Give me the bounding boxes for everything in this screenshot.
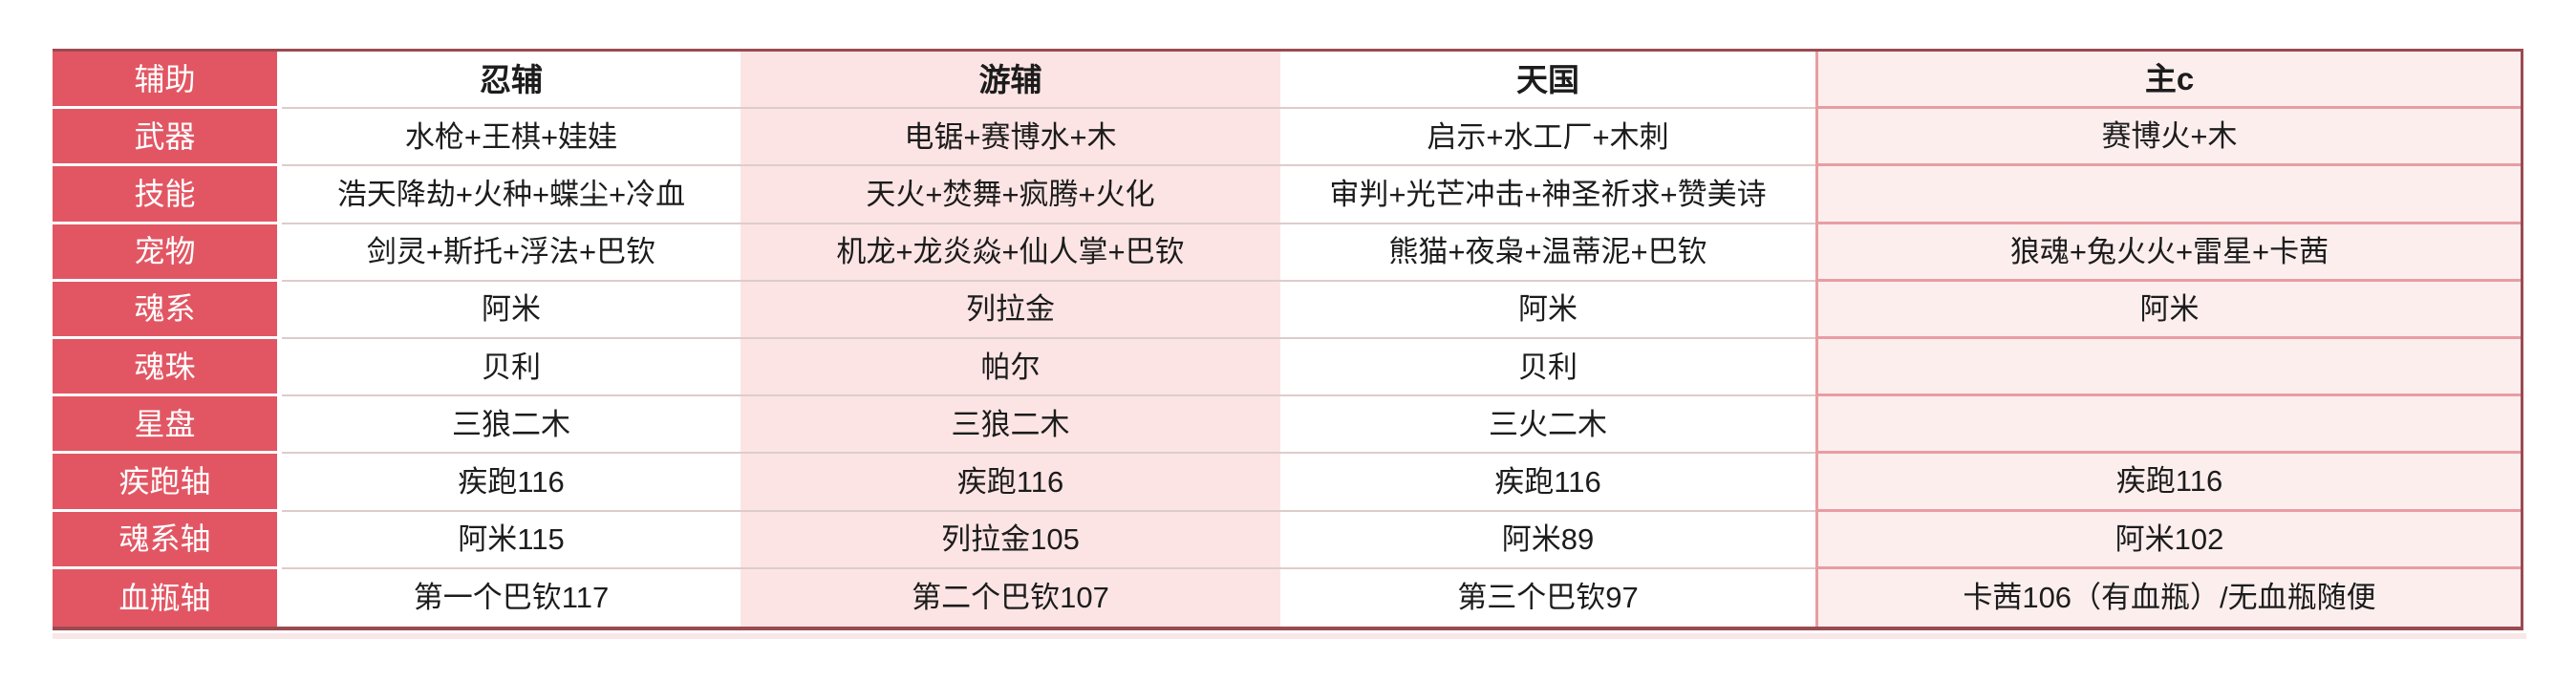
column-header-main-c: 主c	[1815, 52, 2521, 110]
cell	[1815, 166, 2521, 224]
row-label: 血瓶轴	[53, 568, 282, 627]
cell: 启示+水工厂+木刺	[1280, 109, 1815, 167]
build-comparison-table: 辅助 忍辅 游辅 天国 主c 武器 水枪+王棋+娃娃 电锯+赛博水+木 启示+水…	[53, 49, 2523, 630]
table-row: 疾跑轴 疾跑116 疾跑116 疾跑116 疾跑116	[53, 454, 2521, 512]
cell: 审判+光芒冲击+神圣祈求+赞美诗	[1280, 166, 1815, 224]
column-header-swim-support: 游辅	[741, 52, 1280, 110]
cell: 阿米	[1815, 281, 2521, 339]
row-label: 魂珠	[53, 338, 282, 397]
row-label: 星盘	[53, 396, 282, 455]
cell	[1815, 338, 2521, 397]
cell: 浩天降劫+火种+蝶尘+冷血	[282, 166, 741, 224]
cell: 水枪+王棋+娃娃	[282, 109, 741, 167]
table-row: 星盘 三狼二木 三狼二木 三火二木	[53, 396, 2521, 455]
cell: 列拉金	[741, 281, 1280, 339]
row-label: 宠物	[53, 223, 282, 282]
row-label: 魂系	[53, 281, 282, 339]
cell: 阿米	[282, 281, 741, 339]
cell: 疾跑116	[1280, 454, 1815, 512]
cell: 三火二木	[1280, 396, 1815, 455]
cell: 赛博火+木	[1815, 109, 2521, 167]
row-label: 疾跑轴	[53, 454, 282, 512]
cell	[1815, 396, 2521, 455]
cell: 阿米89	[1280, 511, 1815, 569]
table-row: 技能 浩天降劫+火种+蝶尘+冷血 天火+焚舞+疯腾+火化 审判+光芒冲击+神圣祈…	[53, 166, 2521, 224]
row-label: 魂系轴	[53, 511, 282, 569]
cell: 机龙+龙炎焱+仙人掌+巴钦	[741, 223, 1280, 282]
cell: 阿米102	[1815, 511, 2521, 569]
table-row: 血瓶轴 第一个巴钦117 第二个巴钦107 第三个巴钦97 卡茜106（有血瓶）…	[53, 568, 2521, 627]
table-row: 魂珠 贝利 帕尔 贝利	[53, 338, 2521, 397]
cell: 贝利	[282, 338, 741, 397]
cell: 第二个巴钦107	[741, 568, 1280, 627]
row-label: 武器	[53, 109, 282, 167]
cell: 疾跑116	[282, 454, 741, 512]
cell: 疾跑116	[1815, 454, 2521, 512]
table-row: 辅助 忍辅 游辅 天国 主c	[53, 52, 2521, 110]
cell: 列拉金105	[741, 511, 1280, 569]
cell: 电锯+赛博水+木	[741, 109, 1280, 167]
row-label: 技能	[53, 166, 282, 224]
cell: 卡茜106（有血瓶）/无血瓶随便	[1815, 568, 2521, 627]
row-label: 辅助	[53, 52, 282, 110]
cell: 疾跑116	[741, 454, 1280, 512]
cell: 第三个巴钦97	[1280, 568, 1815, 627]
cell: 熊猫+夜枭+温蒂泥+巴钦	[1280, 223, 1815, 282]
cell: 三狼二木	[741, 396, 1280, 455]
table-row: 宠物 剑灵+斯托+浮法+巴钦 机龙+龙炎焱+仙人掌+巴钦 熊猫+夜枭+温蒂泥+巴…	[53, 223, 2521, 282]
table-row: 魂系 阿米 列拉金 阿米 阿米	[53, 281, 2521, 339]
cell: 阿米	[1280, 281, 1815, 339]
column-header-ninja-support: 忍辅	[282, 52, 741, 110]
column-header-heaven: 天国	[1280, 52, 1815, 110]
cell: 第一个巴钦117	[282, 568, 741, 627]
cell: 剑灵+斯托+浮法+巴钦	[282, 223, 741, 282]
table-bottom-shadow	[53, 633, 2526, 639]
cell: 贝利	[1280, 338, 1815, 397]
cell: 天火+焚舞+疯腾+火化	[741, 166, 1280, 224]
table-row: 武器 水枪+王棋+娃娃 电锯+赛博水+木 启示+水工厂+木刺 赛博火+木	[53, 109, 2521, 167]
cell: 三狼二木	[282, 396, 741, 455]
table-row: 魂系轴 阿米115 列拉金105 阿米89 阿米102	[53, 511, 2521, 569]
cell: 帕尔	[741, 338, 1280, 397]
cell: 狼魂+兔火火+雷星+卡茜	[1815, 223, 2521, 282]
cell: 阿米115	[282, 511, 741, 569]
